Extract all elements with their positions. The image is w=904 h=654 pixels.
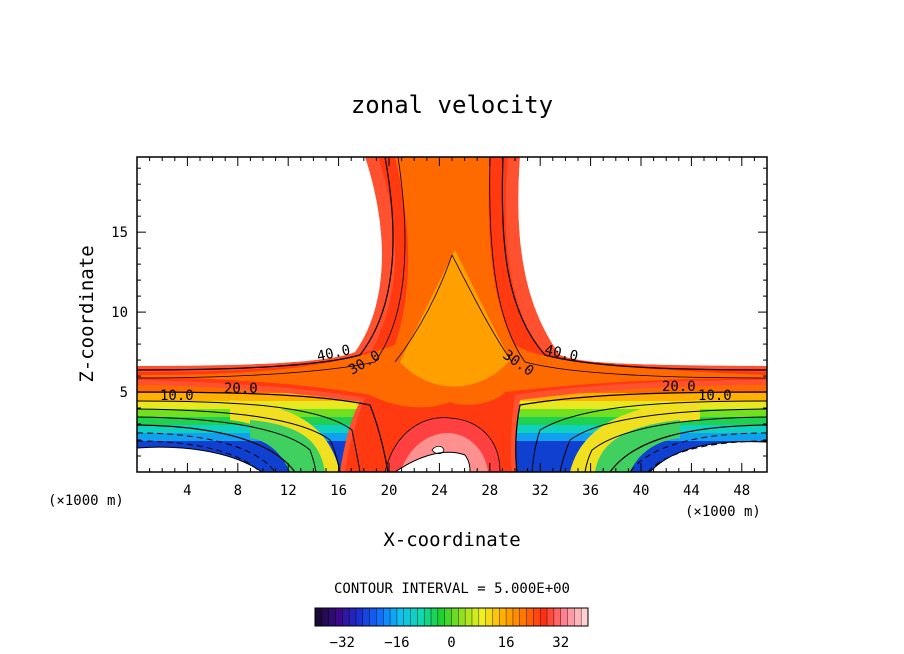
colorbar-cell [362, 608, 371, 626]
colorbar-cell [519, 608, 528, 626]
colorbar-cell [396, 608, 405, 626]
chart-title: zonal velocity [351, 91, 553, 119]
colorbar-cell [492, 608, 500, 626]
colorbar-tick-label: 0 [447, 635, 455, 651]
contour-label: 10.0 [160, 388, 194, 404]
colorbar-cell [315, 608, 323, 626]
colorbar-cell [335, 608, 343, 626]
y-tick-label: 10 [111, 305, 128, 321]
x-tick-label: 24 [431, 483, 448, 499]
contour-interval: CONTOUR INTERVAL = 5.000E+00 [334, 581, 570, 597]
x-tick-label: 36 [582, 483, 599, 499]
colorbar-cell [349, 608, 357, 626]
colorbar-cell [567, 608, 575, 626]
colorbar-cell [451, 608, 459, 626]
colorbar-cell [437, 608, 446, 626]
colorbar-cell [581, 608, 589, 626]
colorbar-cell [390, 608, 398, 626]
colorbar-cell [403, 608, 412, 626]
colorbar-cell [560, 608, 569, 626]
contour-label: 40.0 [543, 342, 579, 365]
x-tick-label: 8 [234, 483, 242, 499]
x-tick-label: 44 [683, 483, 700, 499]
x-unit-left: (×1000 m) [48, 493, 124, 509]
colorbar-tick-label: 16 [498, 635, 515, 651]
colorbar-cell [376, 608, 384, 626]
plot-area [137, 157, 767, 472]
colorbar-cell [471, 608, 480, 626]
x-axis-label: X-coordinate [383, 529, 520, 551]
y-axis-label: Z-coordinate [76, 245, 98, 382]
colorbar-cell [574, 608, 582, 626]
colorbar-cell [478, 608, 487, 626]
x-tick-label: 16 [330, 483, 347, 499]
contour-label: 20.0 [662, 379, 696, 395]
y-tick-label: 15 [111, 225, 128, 241]
velocity-field-fill [137, 157, 767, 472]
contour-label: 20.0 [224, 381, 258, 397]
colorbar-cell [383, 608, 391, 626]
colorbar-cell [512, 608, 521, 626]
colorbar-cell [424, 608, 432, 626]
colorbar-cell [458, 608, 466, 626]
y-tick-label: 5 [120, 385, 128, 401]
colorbar-cell [431, 608, 439, 626]
colorbar-cell [328, 608, 336, 626]
colorbar-cell [540, 608, 548, 626]
colorbar-cell [355, 608, 364, 626]
colorbar-cell [553, 608, 562, 626]
colorbar-frame [314, 607, 589, 627]
x-tick-label: 28 [481, 483, 498, 499]
colorbar-cell [342, 608, 350, 626]
x-tick-label: 48 [733, 483, 750, 499]
colorbar-cell [506, 608, 514, 626]
x-unit-right: (×1000 m) [685, 504, 761, 520]
colorbar-cell [526, 608, 534, 626]
colorbar-tick-label: −16 [384, 635, 409, 651]
x-tick-label: 32 [532, 483, 549, 499]
colorbar-cell [547, 608, 555, 626]
colorbar-cell [465, 608, 473, 626]
colorbar-cell [499, 608, 507, 626]
contour-lines [137, 157, 767, 472]
colorbar-tick-label: −32 [330, 635, 355, 651]
colorbar-cell [485, 608, 493, 626]
colorbar-cell [410, 608, 418, 626]
x-tick-label: 40 [633, 483, 650, 499]
x-tick-label: 12 [280, 483, 297, 499]
colorbar: −32 −16 0 16 32 [314, 607, 589, 651]
colorbar-cell [533, 608, 541, 626]
colorbar-cell [417, 608, 425, 626]
colorbar-cell [321, 608, 330, 626]
colorbar-tick-label: 32 [552, 635, 569, 651]
x-tick-label: 20 [381, 483, 398, 499]
x-tick-label: 4 [183, 483, 191, 499]
contour-label: 10.0 [698, 388, 732, 404]
contour-label: 40.0 [316, 342, 352, 365]
colorbar-cell [444, 608, 452, 626]
colorbar-cell [369, 608, 377, 626]
